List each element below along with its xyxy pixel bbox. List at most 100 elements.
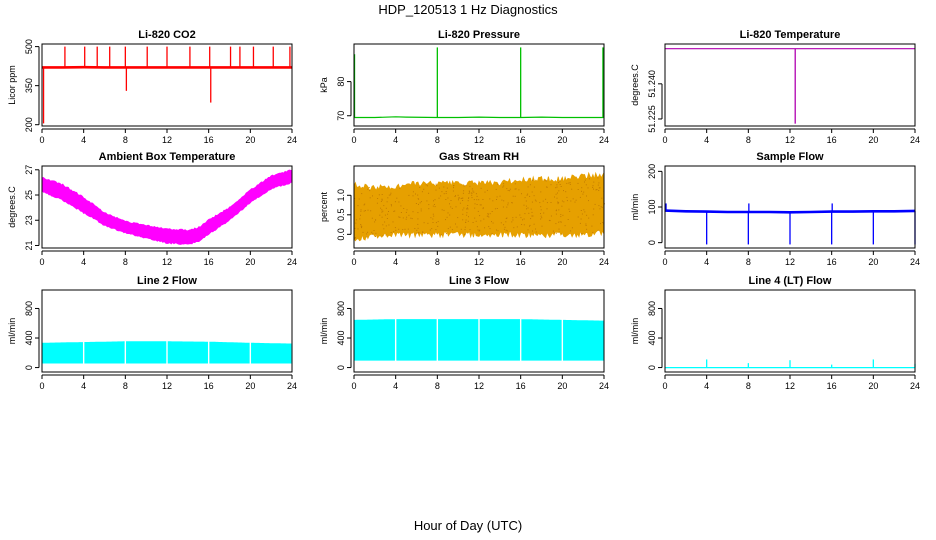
series-point [451,207,453,209]
series-point [540,191,542,193]
series-point [592,185,594,187]
series-point [484,227,486,229]
x-tick-label: 8 [435,135,440,145]
series-point [399,187,401,189]
series-point [458,197,460,198]
series-point [597,177,599,179]
x-tick-label: 16 [516,381,526,391]
series-point [468,216,469,218]
series-point [437,225,439,227]
series-point [474,203,476,205]
series-point [588,217,590,219]
series-point [583,209,585,211]
series-point [416,232,418,234]
x-tick-label: 0 [662,135,667,145]
series-point [471,194,473,196]
series-point [521,193,522,195]
series-point [521,224,523,225]
series-point [479,229,481,231]
series-point [488,226,490,228]
x-tick-label: 8 [746,381,751,391]
series-point [476,204,478,205]
series-point [528,212,530,214]
series-point [503,183,505,185]
series-point [438,187,440,189]
series-point [395,229,397,231]
series-point [561,200,563,202]
series-point [407,228,409,230]
series-point [425,184,427,186]
series-point [459,202,461,204]
series-point [435,183,437,185]
series-point [394,227,396,229]
series-point [364,210,366,212]
series-point [535,231,537,233]
series-point [458,197,460,199]
x-tick-label: 8 [123,135,128,145]
series-point [531,191,533,193]
series-point [531,201,533,203]
series-point [569,183,571,185]
series-point [529,195,531,197]
series-point [443,193,445,195]
series-point [388,194,390,196]
series-point [449,226,451,228]
plot-frame [353,165,605,249]
series-point [524,213,526,215]
series-point [531,211,533,213]
series-point [374,236,376,237]
series-point [432,222,434,223]
series-point [457,217,459,219]
series-point [482,208,484,210]
series-point [432,218,434,220]
series-point [470,192,472,194]
y-tick-label: 200 [24,117,34,132]
series-point [388,224,390,226]
y-tick-label: 200 [647,164,657,179]
series-point [383,228,385,230]
series-point [434,206,436,208]
series-point [430,217,432,219]
series-point [412,211,414,213]
series-point [499,195,501,197]
series-point [419,202,421,204]
series-point [489,213,491,215]
series-point [489,198,491,200]
x-tick-label: 12 [785,381,795,391]
x-tick-label: 24 [910,135,920,145]
series-point [467,208,469,210]
y-tick-label: 350 [24,78,34,93]
x-tick-label: 24 [287,135,297,145]
series-point [447,212,449,214]
series-point [519,214,521,216]
series-point [381,209,383,211]
series-point [546,186,548,188]
series-point [574,201,576,203]
series-point [449,203,450,205]
series-point [469,185,471,187]
series-point [564,225,566,227]
x-tick-label: 0 [351,381,356,391]
series-point [549,220,551,222]
series-point [451,229,453,231]
x-tick-label: 24 [910,381,920,391]
series-point [502,206,504,208]
series-point [431,228,433,230]
series-point [506,230,508,232]
series-point [435,189,437,191]
series-point [446,216,448,218]
series-point [527,207,529,209]
series-point [465,221,466,223]
series-point [514,188,516,190]
series-point [462,192,464,194]
series-band [41,169,293,245]
x-tick-label: 20 [557,135,567,145]
series-point [468,193,470,194]
series-point [513,227,515,229]
series-point [515,216,517,218]
x-tick-label: 24 [287,381,297,391]
series-point [482,199,484,200]
series-point [466,212,468,214]
series-point [507,204,509,206]
series-point [467,220,469,222]
